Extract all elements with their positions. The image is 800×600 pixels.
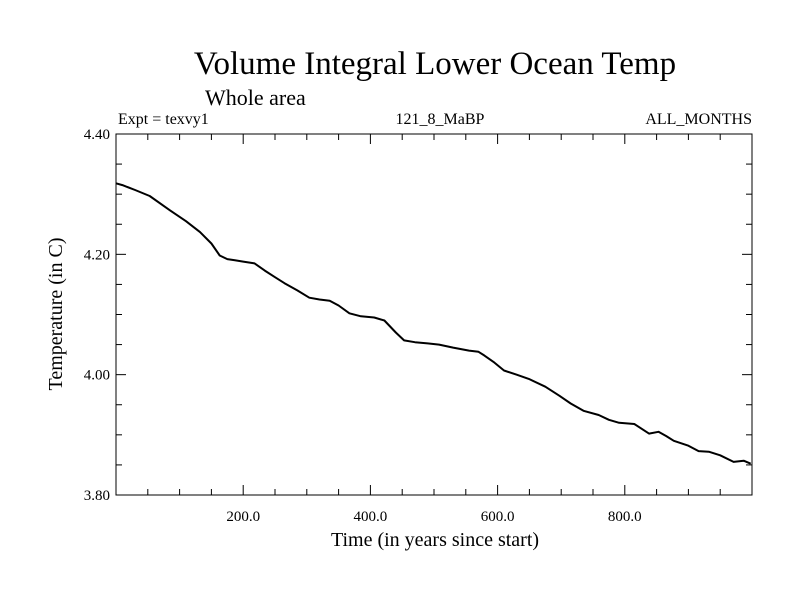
period-label: 121_8_MaBP bbox=[396, 111, 485, 128]
y-tick-label: 4.00 bbox=[84, 368, 110, 384]
chart-title: Volume Integral Lower Ocean Temp bbox=[194, 46, 676, 82]
x-axis-label: Time (in years since start) bbox=[331, 529, 539, 551]
y-tick-label: 4.40 bbox=[84, 127, 110, 143]
y-tick-label: 4.20 bbox=[84, 247, 110, 263]
x-tick-label: 400.0 bbox=[354, 509, 388, 525]
x-tick-label: 200.0 bbox=[226, 509, 260, 525]
chart-subtitle: Whole area bbox=[205, 85, 306, 110]
y-axis-label: Temperature (in C) bbox=[45, 238, 67, 391]
y-tick-label: 3.80 bbox=[84, 488, 110, 504]
plot-frame bbox=[115, 133, 753, 496]
months-label: ALL_MONTHS bbox=[645, 111, 752, 128]
experiment-label: Expt = texvy1 bbox=[118, 111, 209, 128]
x-tick-label: 800.0 bbox=[608, 509, 642, 525]
series-line bbox=[115, 182, 752, 465]
x-tick-label: 600.0 bbox=[481, 509, 515, 525]
